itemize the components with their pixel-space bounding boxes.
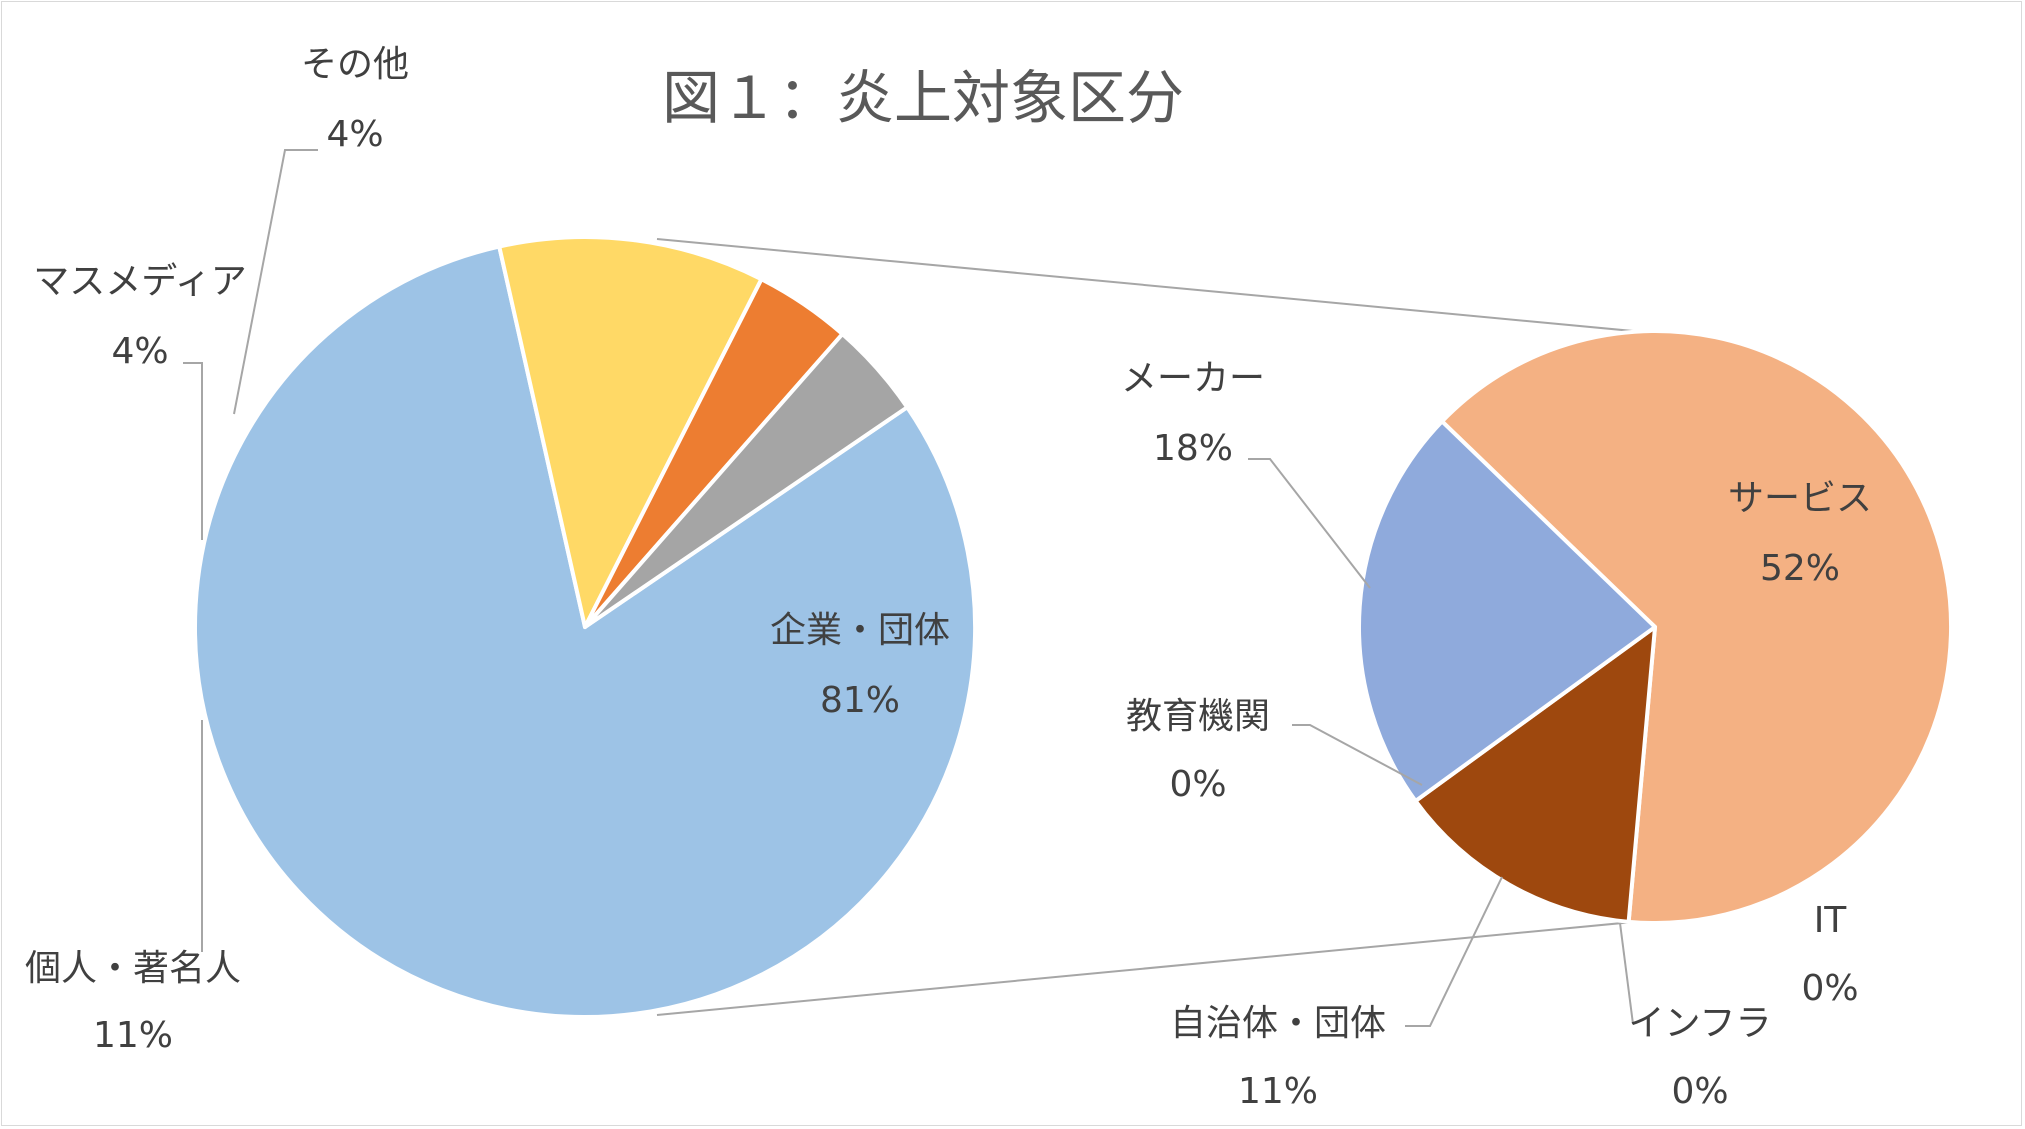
label-value-company: 81%: [820, 680, 900, 721]
main-slice-3: [583, 332, 910, 629]
label-value-other: 4%: [326, 114, 383, 155]
leader-line-education: [1292, 724, 1423, 786]
label-name-company: 企業・団体: [770, 610, 950, 651]
chart-title: 図１：炎上対象区分: [662, 64, 1184, 132]
label-value-infra: 0%: [1671, 1071, 1728, 1112]
secondary-pie: [1357, 329, 1953, 925]
leader-line-mass-media: [183, 362, 203, 540]
label-value-individual: 11%: [93, 1015, 173, 1056]
label-name-education: 教育機関: [1126, 696, 1270, 737]
connector-line-top: [656, 238, 1655, 334]
main-slice-1: [497, 235, 764, 629]
label-name-mass-media: マスメディア: [33, 261, 246, 302]
label-name-maker: メーカー: [1121, 358, 1265, 399]
label-value-mass-media: 4%: [111, 331, 168, 372]
label-value-education: 0%: [1169, 764, 1226, 805]
label-value-local-gov: 11%: [1238, 1071, 1318, 1112]
label-name-infra: インフラ: [1629, 1003, 1772, 1044]
main-pie: [193, 235, 977, 1019]
secondary-slice-0: [1440, 329, 1953, 925]
label-name-service: サービス: [1728, 478, 1872, 519]
leader-line-local-gov: [1405, 876, 1503, 1027]
main-slice-0: [193, 244, 977, 1019]
leader-line-infra: [1619, 922, 1634, 1025]
label-name-individual: 個人・著名人: [25, 948, 241, 989]
label-value-it: 0%: [1801, 968, 1858, 1009]
leader-line-maker: [1248, 458, 1371, 589]
secondary-slice-5: [1357, 419, 1657, 803]
connector-lines: [656, 238, 1655, 1016]
leader-line-other: [233, 149, 318, 415]
label-value-maker: 18%: [1153, 428, 1233, 469]
label-name-other: その他: [301, 44, 409, 85]
connector-line-bottom: [656, 919, 1655, 1016]
leader-lines: [183, 149, 1634, 1027]
secondary-slice-3: [1413, 625, 1657, 924]
label-name-it: IT: [1814, 900, 1848, 941]
label-name-local-gov: 自治体・団体: [1170, 1003, 1386, 1044]
label-value-service: 52%: [1760, 548, 1840, 589]
